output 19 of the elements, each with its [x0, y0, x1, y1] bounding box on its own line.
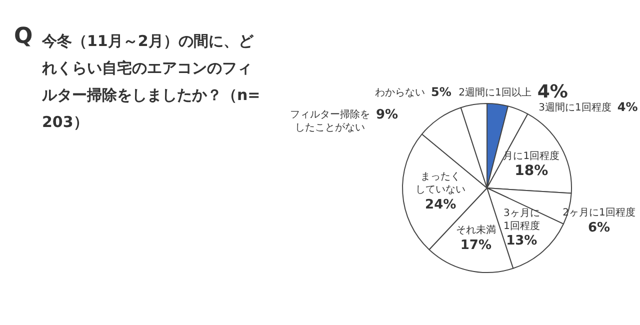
data-label: 24% [425, 197, 456, 212]
data-label: 5% [431, 85, 452, 100]
slice-label: 2週間に1回以上 [458, 86, 532, 99]
slice-label: それ未満 [456, 224, 496, 236]
slice-label: フィルター掃除をしたことがない [290, 108, 370, 134]
data-label: 18% [514, 163, 548, 180]
slice-label: 3週間に1回程度 [538, 102, 612, 114]
data-label: 17% [460, 238, 492, 253]
slice-label: わからない [375, 88, 425, 99]
data-label: 13% [506, 234, 538, 249]
data-label: 6% [588, 220, 610, 236]
slice-label: 3ヶ月に1回程度 [503, 208, 540, 232]
text: 今冬（11月～2月）の間に、どれくらい自宅のエアコンのフィルター掃除をしましたか？（n=203） [42, 31, 262, 133]
slice-label: 月に1回程度 [503, 150, 560, 162]
data-label: 4% [617, 100, 638, 114]
data-label: 9% [376, 107, 398, 122]
text: Q [14, 24, 33, 49]
data-label: 4% [537, 82, 568, 103]
slice-label: まったくしていない [416, 172, 466, 196]
